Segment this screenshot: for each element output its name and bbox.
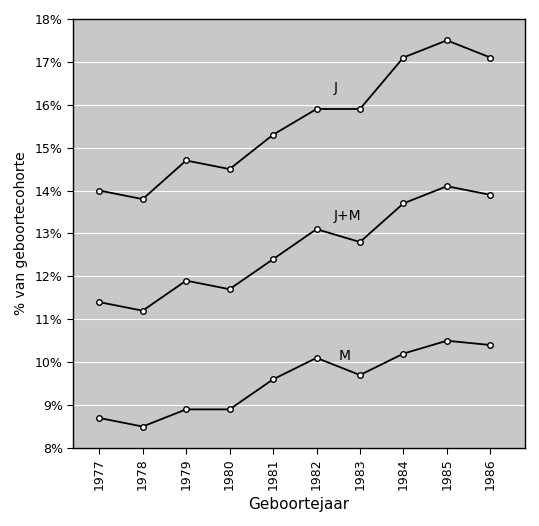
X-axis label: Geboortejaar: Geboortejaar (248, 497, 350, 512)
Text: J: J (334, 80, 338, 95)
Text: J+M: J+M (334, 209, 362, 223)
Text: M: M (338, 349, 350, 363)
Y-axis label: % van geboortecohorte: % van geboortecohorte (14, 151, 28, 315)
